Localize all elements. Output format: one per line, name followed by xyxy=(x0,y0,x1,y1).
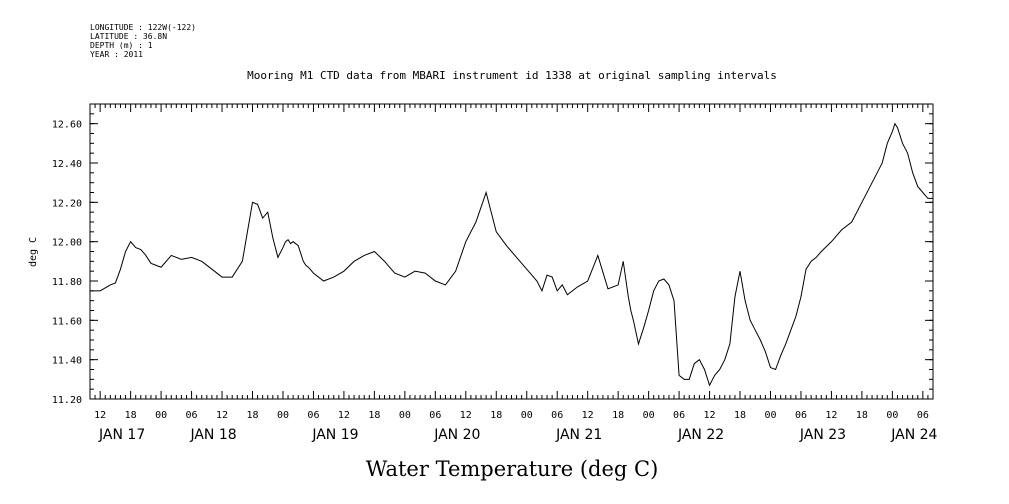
meta-latitude: LATITUDE : 36.8N xyxy=(90,32,167,41)
x-hour-label: 18 xyxy=(490,410,502,421)
meta-depth: DEPTH (m) : 1 xyxy=(90,41,153,50)
x-hour-label: 12 xyxy=(460,410,472,421)
y-tick-label: 12.40 xyxy=(52,159,82,170)
x-day-label: JAN 21 xyxy=(555,427,602,443)
y-tick-label: 12.60 xyxy=(52,120,82,131)
series-line xyxy=(90,122,933,387)
y-tick-label: 11.80 xyxy=(52,277,82,288)
y-tick-label: 11.60 xyxy=(52,316,82,327)
x-axis: 12 18 00 06 12 18 00 06 12 18 00 06 12 18 00 06 12 18 00 06… xyxy=(89,104,938,443)
x-hour-label: 18 xyxy=(734,410,746,421)
x-hour-label: 06 xyxy=(307,410,319,421)
x-hour-label: 06 xyxy=(551,410,563,421)
x-hour-label: 12 xyxy=(94,410,106,421)
meta-year: YEAR : 2011 xyxy=(90,50,143,59)
x-hour-label: 18 xyxy=(125,410,137,421)
x-day-label: JAN 17 xyxy=(98,427,145,443)
y-tick-label: 12.00 xyxy=(52,238,82,249)
x-hour-label: 18 xyxy=(368,410,380,421)
x-hour-label: 00 xyxy=(643,410,655,421)
x-hour-label: 12 xyxy=(582,410,594,421)
header-meta: LONGITUDE : 122W(-122) LATITUDE : 36.8N … xyxy=(90,23,196,59)
y-tick-label: 11.40 xyxy=(52,356,82,367)
y-axis: 11.20 11.40 11.60 11.80 12.00 12.20 12.40 12.60 xyxy=(52,103,933,406)
meta-longitude: LONGITUDE : 122W(-122) xyxy=(90,23,196,32)
y-axis-label: deg C xyxy=(28,237,39,267)
x-hour-label: 00 xyxy=(155,410,167,421)
x-hour-label: 12 xyxy=(338,410,350,421)
x-hour-label: 12 xyxy=(216,410,228,421)
x-hour-label: 12 xyxy=(704,410,716,421)
x-day-label: JAN 22 xyxy=(677,427,724,443)
x-axis-label: Water Temperature (deg C) xyxy=(366,457,659,481)
y-tick-label: 12.20 xyxy=(52,198,82,209)
x-hour-label: 18 xyxy=(856,410,868,421)
x-hour-label: 06 xyxy=(186,410,198,421)
x-day-label: JAN 18 xyxy=(189,427,236,443)
x-hour-label: 12 xyxy=(825,410,837,421)
x-hour-label: 18 xyxy=(246,410,258,421)
x-hour-label: 00 xyxy=(521,410,533,421)
x-hour-label: 06 xyxy=(917,410,929,421)
x-day-label: JAN 20 xyxy=(433,427,480,443)
x-day-label: JAN 19 xyxy=(311,427,358,443)
x-hour-label: 06 xyxy=(429,410,441,421)
x-hour-label: 06 xyxy=(673,410,685,421)
chart-title: Mooring M1 CTD data from MBARI instrumen… xyxy=(247,69,777,82)
x-hour-label: 00 xyxy=(764,410,776,421)
x-hour-label: 18 xyxy=(612,410,624,421)
x-hour-label: 00 xyxy=(886,410,898,421)
x-day-label: JAN 23 xyxy=(799,427,846,443)
x-hour-label: 06 xyxy=(795,410,807,421)
y-tick-label: 11.20 xyxy=(52,395,82,406)
x-hour-label: 00 xyxy=(399,410,411,421)
x-hour-label: 00 xyxy=(277,410,289,421)
x-day-label: JAN 24 xyxy=(890,427,937,443)
